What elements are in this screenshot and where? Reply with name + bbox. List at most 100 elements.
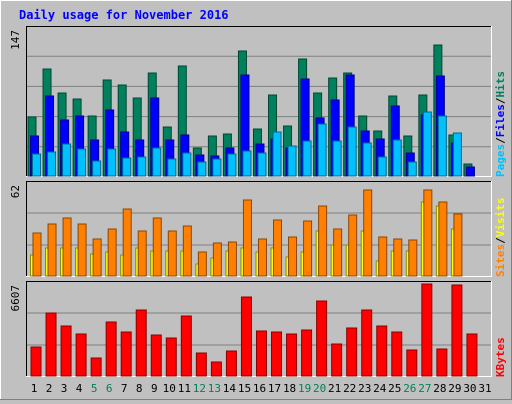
day-label-28: 28 bbox=[433, 382, 446, 395]
kbytes-bar-day-25 bbox=[391, 331, 403, 377]
day-label-24: 24 bbox=[373, 382, 387, 395]
pages-bar-day-4 bbox=[77, 148, 87, 177]
kbytes-bar-day-19 bbox=[301, 329, 313, 377]
panel-visits-sites bbox=[26, 181, 492, 277]
sites-bar-day-21 bbox=[333, 228, 343, 277]
panel-kbytes bbox=[26, 281, 492, 377]
pages-bar-day-22 bbox=[347, 126, 357, 177]
sites-bar-day-22 bbox=[348, 214, 358, 277]
pages-bar-day-17 bbox=[272, 131, 282, 177]
y-axis-max-label: 6607 bbox=[9, 285, 22, 312]
y-axis-max-label: 62 bbox=[9, 185, 22, 198]
day-label-22: 22 bbox=[343, 382, 356, 395]
sites-bar-day-14 bbox=[227, 241, 237, 277]
chart-title: Daily usage for November 2016 bbox=[19, 8, 229, 22]
kbytes-bar-day-11 bbox=[180, 315, 192, 377]
sites-bar-day-6 bbox=[107, 228, 117, 277]
kbytes-bar-day-15 bbox=[240, 296, 252, 377]
sites-bar-day-27 bbox=[423, 189, 433, 277]
day-label-7: 7 bbox=[121, 382, 128, 395]
pages-bar-day-25 bbox=[392, 139, 402, 177]
kbytes-bar-day-5 bbox=[90, 357, 102, 377]
kbytes-bar-day-13 bbox=[210, 361, 222, 377]
pages-bar-day-11 bbox=[182, 152, 192, 177]
sites-bar-day-4 bbox=[77, 223, 87, 277]
day-label-17: 17 bbox=[268, 382, 281, 395]
day-label-6: 6 bbox=[106, 382, 113, 395]
legend-visits-sites: Sites/Visits bbox=[494, 198, 507, 278]
pages-bar-day-18 bbox=[287, 145, 297, 177]
kbytes-bar-day-27 bbox=[421, 283, 433, 377]
sites-bar-day-26 bbox=[408, 239, 418, 277]
day-label-4: 4 bbox=[76, 382, 83, 395]
pages-bar-day-24 bbox=[377, 156, 387, 177]
pages-bar-day-2 bbox=[47, 151, 57, 177]
pages-bar-day-19 bbox=[302, 140, 312, 177]
sites-bar-day-23 bbox=[363, 189, 373, 277]
day-label-27: 27 bbox=[418, 382, 431, 395]
pages-bar-day-12 bbox=[197, 161, 207, 177]
pages-bar-day-14 bbox=[227, 153, 237, 177]
day-label-18: 18 bbox=[283, 382, 296, 395]
pages-bar-day-21 bbox=[332, 140, 342, 177]
kbytes-bar-day-3 bbox=[60, 325, 72, 377]
legend-hits-files-pages: Pages/Files/Hits bbox=[494, 71, 507, 177]
day-label-11: 11 bbox=[178, 382, 191, 395]
sites-bar-day-12 bbox=[197, 251, 207, 277]
day-label-16: 16 bbox=[253, 382, 266, 395]
kbytes-bar-day-1 bbox=[30, 346, 42, 377]
pages-bar-day-6 bbox=[107, 148, 117, 177]
day-label-19: 19 bbox=[298, 382, 311, 395]
day-label-26: 26 bbox=[403, 382, 416, 395]
day-label-10: 10 bbox=[163, 382, 176, 395]
kbytes-bar-day-6 bbox=[105, 321, 117, 377]
legend-separator: / bbox=[494, 137, 507, 144]
legend-separator: / bbox=[494, 237, 507, 244]
day-label-14: 14 bbox=[223, 382, 237, 395]
sites-bar-day-13 bbox=[212, 242, 222, 277]
legend-entry-pages: Pages bbox=[494, 144, 507, 177]
sites-bar-day-3 bbox=[62, 217, 72, 277]
day-label-13: 13 bbox=[208, 382, 221, 395]
kbytes-bar-day-18 bbox=[286, 333, 298, 377]
legend-entry-files: Files bbox=[494, 104, 507, 137]
sites-bar-day-8 bbox=[137, 230, 147, 277]
kbytes-bar-day-4 bbox=[75, 333, 87, 377]
legend-entry-hits: Hits bbox=[494, 71, 507, 98]
pages-bar-day-23 bbox=[362, 142, 372, 177]
day-label-1: 1 bbox=[31, 382, 38, 395]
panel-hits-files-pages bbox=[26, 26, 492, 177]
day-label-21: 21 bbox=[328, 382, 341, 395]
sites-bar-day-11 bbox=[182, 225, 192, 277]
pages-bar-day-3 bbox=[62, 143, 72, 177]
pages-bar-day-7 bbox=[122, 157, 132, 177]
kbytes-bar-day-17 bbox=[271, 331, 283, 377]
day-label-31: 31 bbox=[478, 382, 491, 395]
sites-bar-day-16 bbox=[257, 238, 267, 277]
day-label-15: 15 bbox=[238, 382, 251, 395]
sites-bar-day-20 bbox=[318, 205, 328, 277]
day-label-29: 29 bbox=[448, 382, 461, 395]
sites-bar-day-2 bbox=[47, 223, 57, 277]
pages-bar-day-27 bbox=[422, 111, 432, 177]
pages-bar-day-8 bbox=[137, 156, 147, 177]
kbytes-bar-day-26 bbox=[406, 349, 418, 377]
pages-bar-day-9 bbox=[152, 147, 162, 177]
sites-bar-day-25 bbox=[393, 238, 403, 277]
sites-bar-day-7 bbox=[122, 208, 132, 277]
pages-bar-day-15 bbox=[242, 150, 252, 177]
kbytes-bar-day-20 bbox=[316, 300, 328, 377]
kbytes-bar-day-12 bbox=[195, 352, 207, 377]
kbytes-bar-day-23 bbox=[361, 309, 373, 377]
day-label-23: 23 bbox=[358, 382, 371, 395]
pages-bar-day-29 bbox=[452, 132, 462, 177]
kbytes-bar-day-29 bbox=[451, 284, 463, 377]
sites-bar-day-24 bbox=[378, 236, 388, 277]
kbytes-bar-day-16 bbox=[255, 330, 267, 377]
pages-bar-day-16 bbox=[257, 152, 267, 177]
sites-bar-day-10 bbox=[167, 230, 177, 277]
day-label-30: 30 bbox=[463, 382, 476, 395]
legend-separator: / bbox=[494, 97, 507, 104]
